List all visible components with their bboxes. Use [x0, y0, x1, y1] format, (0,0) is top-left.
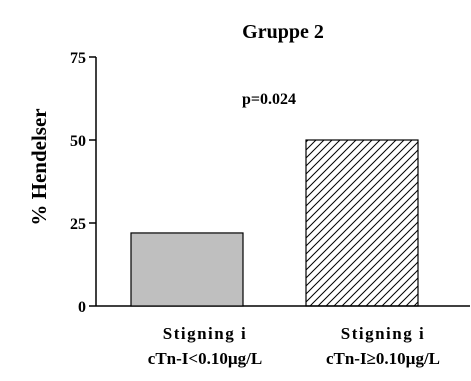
y-ticks: 0 25 50 75 — [70, 50, 96, 316]
bar-1 — [130, 232, 244, 307]
y-axis-label: % Hendelser — [27, 108, 51, 225]
y-tick-label: 0 — [78, 299, 86, 316]
bars — [130, 139, 419, 307]
category-label: Stigning i — [163, 324, 247, 343]
y-tick-label: 50 — [70, 133, 86, 150]
chart-title: Gruppe 2 — [242, 21, 324, 43]
category-label: cTn-I≥0.10µg/L — [326, 349, 440, 368]
bar-2 — [305, 139, 419, 307]
p-value-annotation: p=0.024 — [242, 91, 296, 108]
y-tick-label: 25 — [70, 216, 86, 233]
category-label: Stigning i — [341, 324, 425, 343]
category-label: cTn-I<0.10µg/L — [148, 349, 262, 368]
category-labels: Stigning i cTn-I<0.10µg/L Stigning i cTn-I≥… — [148, 324, 440, 368]
y-tick-label: 75 — [70, 50, 86, 67]
